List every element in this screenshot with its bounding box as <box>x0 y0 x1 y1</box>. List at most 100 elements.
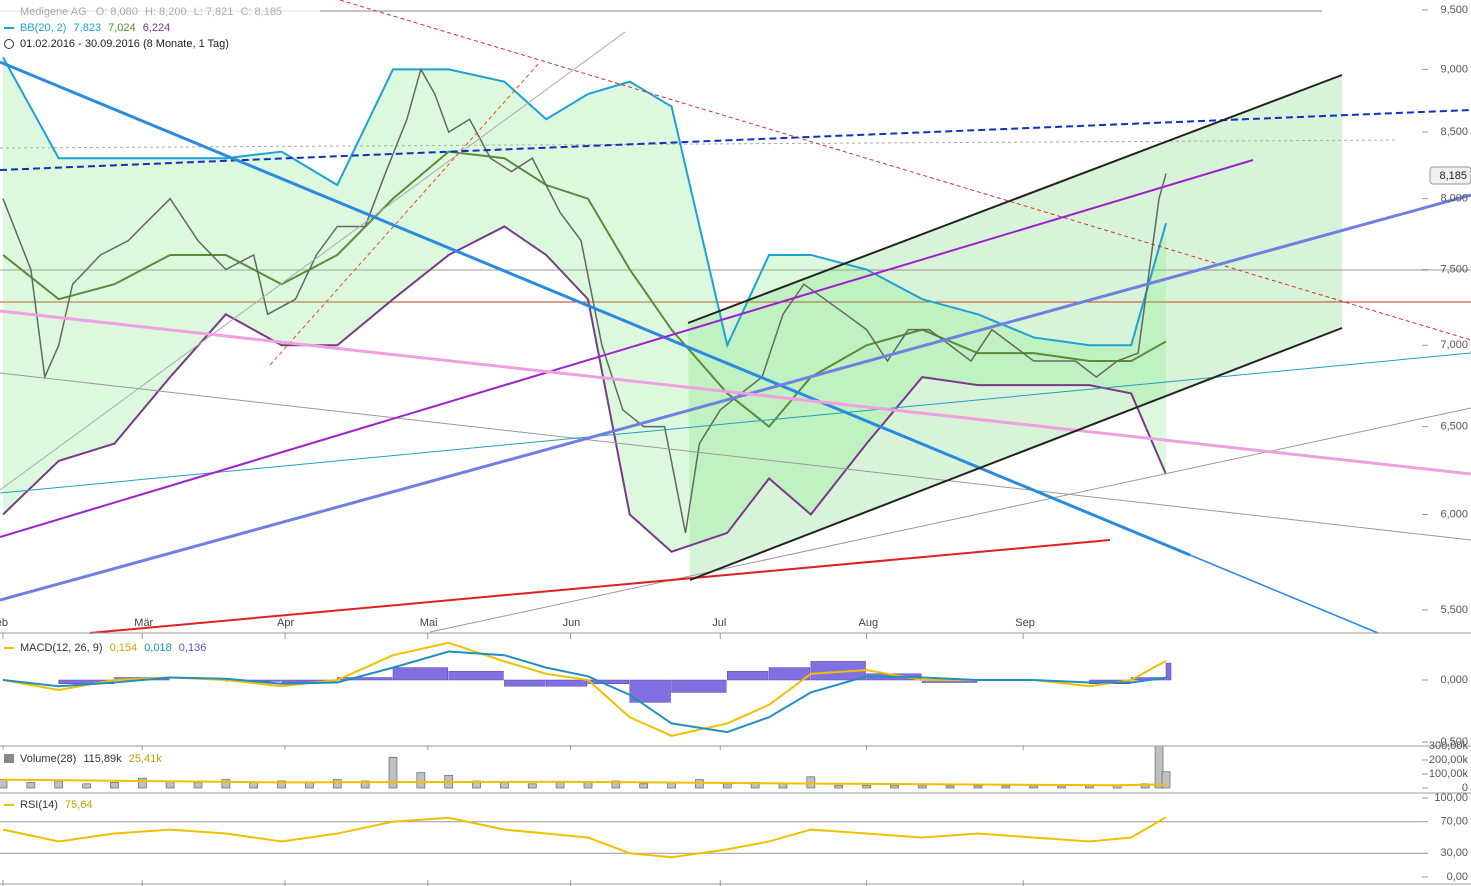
volume-bar <box>277 780 286 789</box>
rsi-value: 75,64 <box>65 799 93 811</box>
volume-bar <box>973 785 983 789</box>
volume-bar <box>0 779 8 789</box>
volume-bar <box>917 784 927 789</box>
bb-value: 7,024 <box>108 22 136 34</box>
trendlines <box>0 0 1471 634</box>
y-tick-label: 200,00k <box>1429 754 1469 766</box>
volume-ma-line <box>2 778 1167 787</box>
x-tick-label: Mai <box>420 617 438 629</box>
y-tick-label: 300,00k <box>1429 740 1469 752</box>
volume-bar <box>778 783 788 789</box>
header: Medigene AG O: 8,080 H: 8,200 L: 7,821 C… <box>20 6 282 18</box>
bb-value: 7,823 <box>74 22 102 34</box>
volume-bar <box>1057 785 1066 789</box>
bb-label: BB(20, 2) <box>20 22 66 34</box>
y-tick-label: 100,00 <box>1434 792 1468 804</box>
volume-bar <box>221 779 231 789</box>
separators <box>0 632 1471 885</box>
volume-legend: Volume(28) 115,89k 25,41k <box>20 753 162 765</box>
volume-bar <box>639 783 649 789</box>
volume-ma-value: 25,41k <box>129 753 163 765</box>
bb-line <box>2 150 1167 428</box>
y-tick-label: 70,00 <box>1440 816 1468 828</box>
last-price: 8,185 <box>1439 170 1467 182</box>
y-tick-label: 0,000 <box>1440 674 1468 686</box>
indicator-line <box>2 650 1167 734</box>
bb-line <box>2 225 1167 553</box>
trendline <box>0 309 1471 476</box>
y-tick-label: 7,500 <box>1440 263 1468 275</box>
channel-fill <box>688 75 1342 580</box>
symbol: Medigene AG <box>20 6 87 18</box>
bb-line <box>2 56 1167 349</box>
volume-bar <box>332 779 342 789</box>
volume-bar <box>193 782 203 789</box>
volume-title: Volume(28) <box>20 753 76 765</box>
trendline <box>0 352 1471 494</box>
y-tick-label: 0,00 <box>1447 871 1468 883</box>
macd-histogram-bar <box>545 679 588 687</box>
volume-bar <box>806 776 816 789</box>
clock-icon <box>4 39 14 49</box>
channel-line <box>689 327 1343 581</box>
x-tick-label: Aug <box>859 617 879 629</box>
channel-line <box>687 74 1343 324</box>
volume-bar <box>110 782 119 789</box>
volume-bar <box>1161 771 1171 789</box>
macd-histogram-bar <box>629 679 671 703</box>
macd-histogram-bar <box>448 671 504 681</box>
legend-bg <box>0 2 320 52</box>
hline <box>0 139 1396 149</box>
trendline <box>89 539 1111 634</box>
volume-bar <box>416 772 426 789</box>
trendline <box>0 60 1191 557</box>
trendline <box>0 372 1471 541</box>
ohlc: H: 8,200 <box>145 6 187 18</box>
marks <box>0 56 1422 859</box>
volume-bar <box>527 783 537 789</box>
rsi-line <box>2 816 1167 859</box>
y-tick-label: 9,000 <box>1440 63 1468 75</box>
trendline <box>0 159 1254 538</box>
volume-bar <box>500 782 509 789</box>
volume-bar <box>583 782 593 789</box>
macd-value: 0,154 <box>110 642 138 654</box>
volume-bar <box>360 780 370 789</box>
trendline <box>429 407 1471 633</box>
ohlc: C: 8,185 <box>240 6 282 18</box>
y-tick-label: 8,000 <box>1440 193 1468 205</box>
volume-value: 115,89k <box>83 753 122 765</box>
y-tick-label: -0,500 <box>1437 736 1468 748</box>
macd-legend: MACD(12, 26, 9) 0,154 0,018 0,136 <box>20 642 206 654</box>
macd-title: MACD(12, 26, 9) <box>20 642 103 654</box>
y-tick-label: 0 <box>1462 782 1468 794</box>
trendline <box>0 193 1471 602</box>
macd-histogram-bar <box>504 679 546 687</box>
volume-bar <box>555 782 565 789</box>
y-tick-label: 8,500 <box>1440 126 1468 138</box>
bb-value: 6,224 <box>143 22 171 34</box>
volume-bar <box>695 779 704 789</box>
price-line <box>2 67 1167 534</box>
macd-histogram-bar <box>337 677 393 681</box>
x-tick-label: Jun <box>563 617 581 629</box>
x-tick-label: Sep <box>1015 617 1035 629</box>
y-tick-label: 100,00k <box>1429 768 1469 780</box>
volume-bar <box>611 780 621 789</box>
trendline <box>0 31 626 491</box>
volume-bar <box>945 785 955 789</box>
volume-bar <box>249 782 259 789</box>
volume-bar <box>1085 785 1094 789</box>
x-tick-label: Jul <box>712 617 726 629</box>
trendline <box>269 61 541 366</box>
macd-histogram-bar <box>727 671 769 681</box>
y-tick-label: 6,500 <box>1440 421 1468 433</box>
volume-bar <box>862 784 871 789</box>
trendline <box>1189 554 1379 634</box>
last-price-tag <box>1429 166 1471 185</box>
trendline <box>339 0 1471 341</box>
x-tick-label: Mär <box>134 617 153 629</box>
x-tick-label: Feb <box>0 617 8 629</box>
y-tick-label: 9,500 <box>1440 4 1468 16</box>
